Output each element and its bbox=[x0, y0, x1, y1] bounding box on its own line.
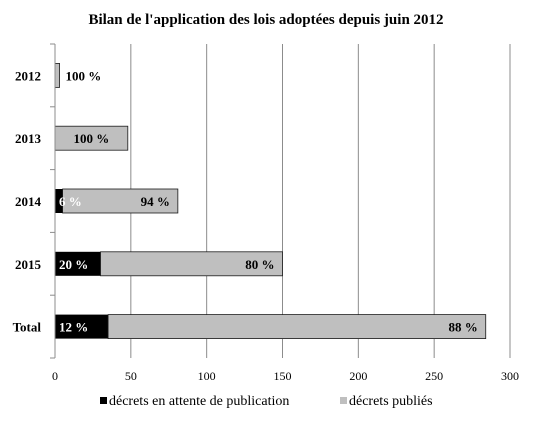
bar-segment bbox=[55, 189, 63, 213]
x-tick-label: 50 bbox=[125, 369, 137, 383]
bar-data-label: 80 % bbox=[245, 257, 274, 272]
axis-layer: 0 50 100 150 200 250 300 2012 2013 2014 2015 Total bbox=[13, 43, 519, 383]
grid-layer bbox=[130, 44, 511, 358]
x-tick-label: 250 bbox=[425, 369, 443, 383]
x-tick-label: 200 bbox=[349, 369, 367, 383]
bar-data-label: 6 % bbox=[59, 194, 82, 209]
legend: décrets en attente de publication décrets… bbox=[100, 394, 433, 409]
legend-swatch bbox=[340, 397, 347, 404]
chart-title: Bilan de l'application des lois adoptées… bbox=[88, 12, 443, 28]
legend-item: décrets en attente de publication bbox=[100, 394, 289, 409]
bar-data-label: 20 % bbox=[59, 257, 88, 272]
legend-label: décrets en attente de publication bbox=[109, 394, 289, 409]
category-label: Total bbox=[13, 320, 42, 335]
bar-segment bbox=[62, 188, 179, 214]
x-tick-label: 300 bbox=[501, 369, 519, 383]
bar-data-label: 100 % bbox=[66, 68, 102, 83]
legend-swatch bbox=[100, 397, 107, 404]
category-label: 2014 bbox=[15, 194, 42, 209]
bar-layer bbox=[54, 63, 487, 340]
bar-segment bbox=[100, 251, 283, 277]
bar-segment bbox=[55, 251, 101, 276]
legend-label: décrets publiés bbox=[349, 394, 433, 409]
legend-item: décrets publiés bbox=[340, 394, 433, 409]
category-label: 2013 bbox=[15, 131, 42, 146]
x-tick-label: 0 bbox=[52, 369, 58, 383]
x-tick-label: 150 bbox=[274, 369, 292, 383]
category-label: 2012 bbox=[15, 68, 41, 83]
label-layer: 100 % 100 % 6 % 94 % 20 % 80 % 12 % 88 % bbox=[59, 68, 478, 334]
bar-segment bbox=[107, 314, 487, 340]
bar-data-label: 12 % bbox=[59, 320, 88, 335]
bar-segment bbox=[54, 125, 129, 151]
bar-segment bbox=[55, 314, 109, 339]
bar-segment bbox=[54, 63, 60, 88]
category-label: 2015 bbox=[15, 257, 42, 272]
bar-data-label: 88 % bbox=[448, 320, 477, 335]
bar-data-label: 94 % bbox=[141, 194, 170, 209]
bar-data-label: 100 % bbox=[74, 131, 110, 146]
x-tick-label: 100 bbox=[198, 369, 216, 383]
